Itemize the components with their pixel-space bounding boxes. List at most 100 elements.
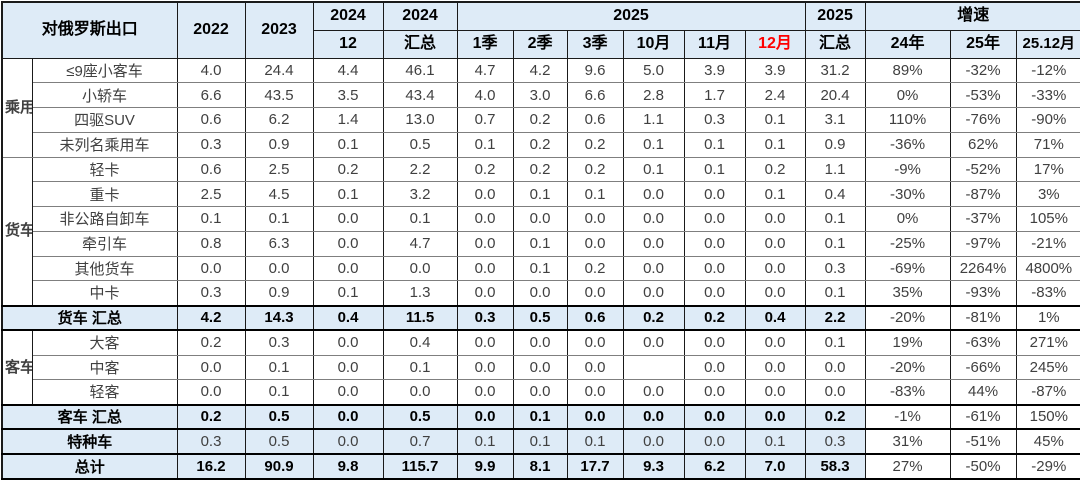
data-cell: 0.0	[683, 230, 746, 257]
data-cell: 0.5	[244, 428, 314, 455]
col-header-growth-25dec: 25.12月	[1015, 29, 1080, 59]
group-label: 客车	[1, 329, 33, 406]
data-cell: 0.0	[244, 255, 314, 282]
col-header-growth-group: 增速	[864, 1, 1080, 31]
data-cell: 0.0	[456, 379, 514, 405]
data-cell: 0.0	[804, 354, 866, 381]
data-cell: 3.0	[512, 82, 568, 108]
row-label: 特种车	[1, 428, 178, 455]
data-cell: 31.2	[804, 57, 866, 84]
data-cell: 0.1	[382, 354, 458, 381]
data-cell: 0.0	[456, 255, 514, 282]
data-cell: 4.0	[456, 82, 514, 108]
data-cell: 0.4	[744, 304, 806, 332]
data-cell: 0.2	[512, 131, 568, 158]
group-label: 货车	[1, 156, 33, 306]
data-cell: 0.9	[244, 131, 314, 158]
table-row: 客车 汇总 0.2 0.5 0.0 0.5 0.0 0.1 0.0 0.0 0.0 0.0 0.2 -1…	[1, 403, 1080, 431]
col-header-oct: 10月	[622, 29, 685, 59]
table-row: 乘用车≤9座小客车4.024.44.446.14.74.29.65.03.93.…	[1, 57, 1080, 158]
data-cell: 0.0	[744, 354, 806, 381]
data-cell: 0.0	[566, 403, 624, 431]
col-header-2024-dec-bottom: 12	[312, 29, 384, 59]
data-cell: 0.1	[804, 329, 866, 356]
data-cell: 0.1	[312, 280, 384, 306]
data-cell: 0.2	[804, 403, 866, 431]
growth-cell: -90%	[1015, 107, 1080, 133]
data-cell: 0.1	[804, 230, 866, 257]
growth-cell: -69%	[864, 255, 951, 282]
data-cell: 0.0	[683, 329, 746, 356]
row-label: 非公路自卸车	[31, 206, 178, 232]
data-cell: 0.6	[176, 107, 246, 133]
table-row: 未列名乘用车 0.3 0.9 0.1 0.5 0.1 0.2 0.2 0.1 0.1 0.1 0.9-…	[2, 131, 1080, 158]
data-cell: 0.4	[312, 304, 384, 332]
col-header-nov: 11月	[683, 29, 746, 59]
data-cell: 1.1	[622, 107, 685, 133]
data-cell: 0.0	[566, 354, 624, 381]
row-label: ≤9座小客车	[31, 57, 178, 84]
growth-cell: -25%	[864, 230, 951, 257]
data-cell: 3.9	[744, 57, 806, 84]
row-label: 中卡	[31, 280, 178, 306]
row-label: 重卡	[31, 181, 178, 207]
data-cell: 6.6	[176, 82, 246, 108]
data-cell: 0.0	[312, 354, 384, 381]
data-cell: 0.0	[683, 354, 746, 381]
data-cell: 0.0	[312, 403, 384, 431]
table-row: 牵引车 0.8 6.3 0.0 4.7 0.0 0.1 0.0 0.0 0.0 0.0 0.1 -25%…	[2, 230, 1080, 257]
data-cell: 0.0	[566, 329, 624, 356]
data-cell: 0.1	[566, 181, 624, 207]
data-cell: 0.3	[804, 428, 866, 455]
data-cell: 2.5	[244, 156, 314, 183]
growth-cell: -87%	[1015, 379, 1080, 405]
growth-cell: 31%	[864, 428, 951, 455]
data-cell: 0.1	[312, 131, 384, 158]
col-header-q2: 2季	[512, 29, 568, 59]
data-cell: 0.0	[312, 230, 384, 257]
data-cell: 20.4	[804, 82, 866, 108]
data-cell: 0.0	[744, 403, 806, 431]
col-header-dec: 12月	[744, 29, 806, 59]
data-cell: 0.7	[382, 428, 458, 455]
data-cell: 0.8	[176, 230, 246, 257]
data-cell: 5.0	[622, 57, 685, 84]
data-cell: 0.0	[312, 379, 384, 405]
growth-cell: 35%	[864, 280, 951, 306]
growth-cell: -87%	[949, 181, 1017, 207]
data-cell: 0.1	[512, 428, 568, 455]
col-header-q3: 3季	[566, 29, 624, 59]
data-cell: 3.9	[683, 57, 746, 84]
data-cell: 0.0	[456, 230, 514, 257]
data-cell: 0.6	[176, 156, 246, 183]
data-cell: 1.4	[312, 107, 384, 133]
data-cell: 0.4	[804, 181, 866, 207]
data-cell: 4.0	[176, 57, 246, 84]
growth-cell: -12%	[1015, 57, 1080, 84]
data-cell: 0.2	[512, 107, 568, 133]
data-cell: 0.0	[312, 329, 384, 356]
data-cell: 4.4	[312, 57, 384, 84]
table-row: 重卡 2.5 4.5 0.1 3.2 0.0 0.1 0.1 0.0 0.0 0.1 0.4 -30% -…	[2, 181, 1080, 207]
data-cell: 0.7	[456, 107, 514, 133]
data-cell: 0.2	[622, 304, 685, 332]
data-cell: 0.1	[244, 354, 314, 381]
data-cell: 0.3	[176, 280, 246, 306]
data-cell: 0.1	[312, 181, 384, 207]
growth-cell: 245%	[1015, 354, 1080, 381]
data-cell: 3.2	[382, 181, 458, 207]
data-cell: 0.1	[744, 428, 806, 455]
table-row: 中卡 0.3 0.9 0.1 1.3 0.0 0.0 0.0 0.0 0.0 0.0 0.1 35% -9…	[2, 280, 1080, 306]
growth-cell: 89%	[864, 57, 951, 84]
data-cell: 2.2	[804, 304, 866, 332]
data-cell: 16.2	[176, 453, 246, 480]
table-header: 对俄罗斯出口 2022 2023 2024 2024 2025 2025 增速 …	[1, 1, 1080, 59]
row-label: 轻客	[31, 379, 178, 405]
growth-cell: 105%	[1015, 206, 1080, 232]
data-cell: 6.3	[244, 230, 314, 257]
data-cell: 17.7	[566, 453, 624, 480]
row-label: 未列名乘用车	[31, 131, 178, 158]
data-cell: 0.0	[382, 379, 458, 405]
table-row: 中客 0.0 0.1 0.0 0.1 0.0 0.0 0.0 0.0 0.0 0.0 -20% -66%…	[2, 354, 1080, 381]
data-cell: 9.9	[456, 453, 514, 480]
